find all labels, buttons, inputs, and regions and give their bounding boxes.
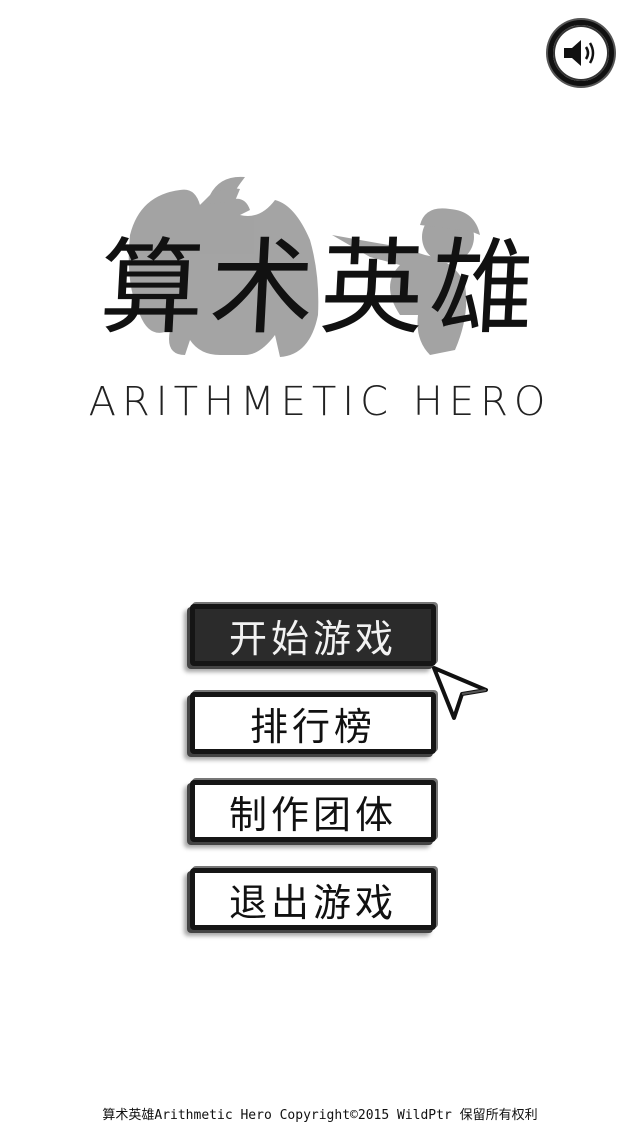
selection-arrow-icon: [428, 664, 492, 724]
start-game-label: 开始游戏: [228, 616, 397, 661]
speaker-icon: [561, 36, 601, 70]
game-title-english: ARITHMETIC HERO: [88, 379, 552, 425]
copyright-footer: 算术英雄Arithmetic Hero Copyright©2015 WildP…: [102, 1108, 538, 1123]
hero-silhouettes-illustration: [70, 165, 570, 365]
leaderboard-button[interactable]: 排行榜: [190, 692, 436, 754]
game-title-chinese: 算术英雄: [96, 227, 544, 349]
exit-game-label: 退出游戏: [228, 880, 397, 925]
credits-button[interactable]: 制作团体: [190, 780, 436, 842]
sound-toggle-button[interactable]: [548, 20, 614, 86]
main-menu: 开始游戏 排行榜 制作团体 退出游戏: [186, 604, 450, 956]
credits-label: 制作团体: [228, 792, 397, 837]
exit-game-button[interactable]: 退出游戏: [190, 868, 436, 930]
start-game-button[interactable]: 开始游戏: [190, 604, 436, 666]
leaderboard-label: 排行榜: [249, 704, 376, 749]
